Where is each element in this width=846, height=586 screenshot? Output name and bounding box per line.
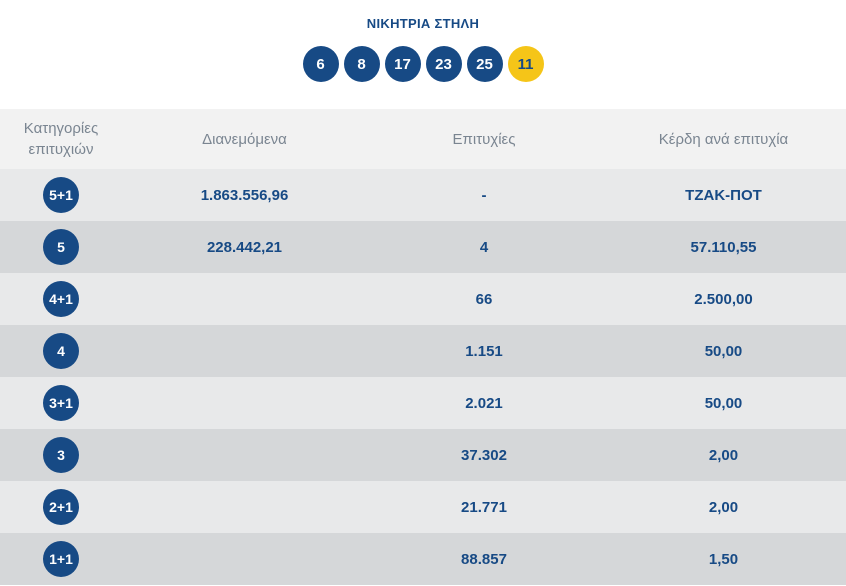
table-header: Κατηγορίες επιτυχιών Διανεμόμενα Επιτυχί… <box>0 109 846 169</box>
category-badge: 4+1 <box>43 281 79 317</box>
winners-value: 4 <box>479 238 489 256</box>
category-badge: 3+1 <box>43 385 79 421</box>
table-row: 2+1 21.771 2,00 <box>0 481 846 533</box>
number-ball: 8 <box>343 46 380 82</box>
winners-value: 1.151 <box>465 342 503 360</box>
winners-value: 2.021 <box>465 394 503 412</box>
number-ball: 23 <box>425 46 462 82</box>
category-badge: 5+1 <box>43 177 79 213</box>
prize-value: 50,00 <box>704 394 743 412</box>
prize-value: 2,00 <box>708 446 739 464</box>
winning-numbers: 6 8 17 23 25 11 <box>0 46 846 82</box>
category-badge: 4 <box>43 333 79 369</box>
table-row: 1+1 88.857 1,50 <box>0 533 846 585</box>
header-category-line2: επιτυχιών <box>28 141 94 158</box>
winners-value: 66 <box>475 290 493 308</box>
header-winners: Επιτυχίες <box>452 130 516 148</box>
number-ball: 6 <box>302 46 339 82</box>
joker-ball: 11 <box>507 46 544 82</box>
category-badge: 1+1 <box>43 541 79 577</box>
category-badge: 2+1 <box>43 489 79 525</box>
header-category: Κατηγορίες επιτυχιών <box>0 118 122 160</box>
winners-value: 88.857 <box>461 550 507 568</box>
distributed-value: 1.863.556,96 <box>200 186 289 204</box>
distributed-value: 228.442,21 <box>206 238 283 256</box>
table-row: 4 1.151 50,00 <box>0 325 846 377</box>
category-badge: 5 <box>43 229 79 265</box>
prize-table: Κατηγορίες επιτυχιών Διανεμόμενα Επιτυχί… <box>0 109 846 585</box>
table-row: 3 37.302 2,00 <box>0 429 846 481</box>
winners-value: - <box>481 186 487 204</box>
category-badge: 3 <box>43 437 79 473</box>
prize-value: 50,00 <box>704 342 743 360</box>
prize-value: ΤΖΑΚ-ΠΟΤ <box>685 186 762 204</box>
number-ball: 17 <box>384 46 421 82</box>
prize-value: 2.500,00 <box>694 290 753 308</box>
number-ball: 25 <box>466 46 503 82</box>
table-row: 5 228.442,21 4 57.110,55 <box>0 221 846 273</box>
table-row: 3+1 2.021 50,00 <box>0 377 846 429</box>
header-prize: Κέρδη ανά επιτυχία <box>658 130 789 148</box>
prize-value: 1,50 <box>708 550 739 568</box>
winners-value: 37.302 <box>461 446 507 464</box>
prize-value: 57.110,55 <box>690 238 757 256</box>
winners-value: 21.771 <box>461 498 507 516</box>
winning-column-title: ΝΙΚΗΤΡΙΑ ΣΤΗΛΗ <box>366 16 480 31</box>
header-distributed: Διανεμόμενα <box>202 130 287 148</box>
table-row: 4+1 66 2.500,00 <box>0 273 846 325</box>
table-row: 5+1 1.863.556,96 - ΤΖΑΚ-ΠΟΤ <box>0 169 846 221</box>
header-category-line1: Κατηγορίες <box>23 120 99 137</box>
prize-value: 2,00 <box>708 498 739 516</box>
